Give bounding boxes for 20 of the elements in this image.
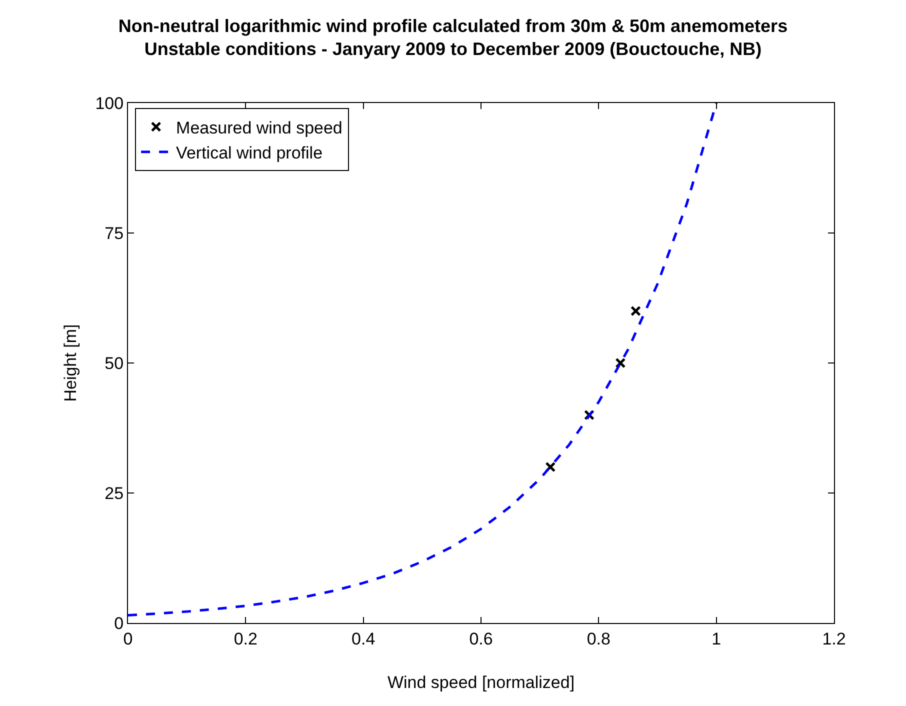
y-tick-label: 25	[104, 484, 124, 503]
x-tick-label: 0.6	[469, 629, 493, 648]
x-axis-title: Wind speed [normalized]	[387, 672, 575, 692]
legend-label: Vertical wind profile	[176, 143, 323, 162]
x-tick-label: 1.2	[822, 629, 846, 648]
y-tick-label: 75	[104, 224, 124, 243]
x-tick-label: 0.8	[586, 629, 610, 648]
point	[615, 358, 626, 368]
point	[630, 306, 641, 316]
x-tick-label: 1	[712, 629, 722, 648]
legend-label: Measured wind speed	[176, 118, 342, 138]
chart-subtitle: Unstable conditions - Janyary 2009 to December 2009 (Bouctouche, NB)	[144, 39, 762, 60]
line-series	[128, 103, 718, 616]
y-tick-label: 100	[95, 94, 124, 113]
y-tick-label: 0	[114, 614, 124, 633]
x-tick-label: 0.2	[234, 629, 258, 648]
x-tick-label: 0.4	[352, 629, 376, 648]
y-tick-label: 50	[104, 354, 124, 373]
chart-title: Non-neutral logarithmic wind profile calculated from 30m & 50m anemometers	[118, 16, 788, 36]
y-axis-title: Height [m]	[60, 324, 80, 402]
